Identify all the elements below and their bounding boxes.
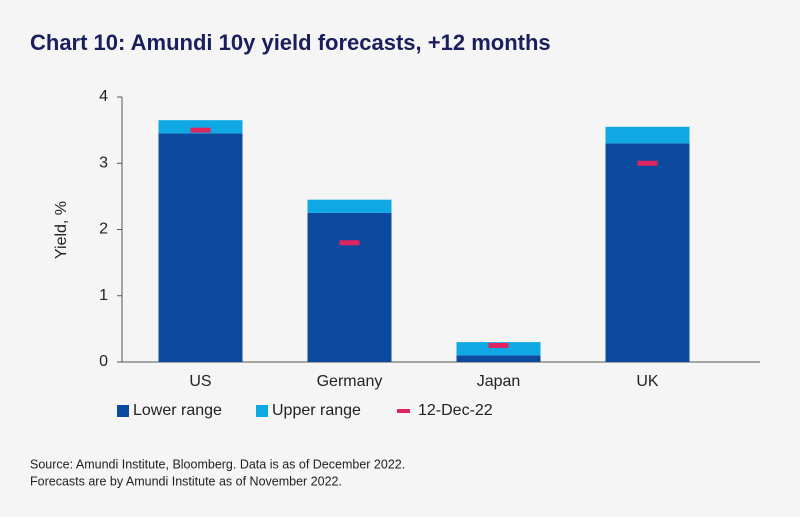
legend-label: Lower range xyxy=(133,402,222,419)
source-note: Source: Amundi Institute, Bloomberg. Dat… xyxy=(30,457,405,471)
bar-segment xyxy=(456,342,541,356)
legend-swatch xyxy=(256,405,268,417)
bar-segment xyxy=(307,199,392,213)
y-tick-label: 0 xyxy=(99,353,108,370)
y-tick-label: 4 xyxy=(99,88,108,105)
bar-segment xyxy=(307,212,392,362)
bar-segment xyxy=(605,126,690,144)
legend-swatch xyxy=(117,405,129,417)
marker xyxy=(339,240,360,246)
source-note: Forecasts are by Amundi Institute as of … xyxy=(30,474,342,488)
legend-label: Upper range xyxy=(272,402,361,419)
bar-segment xyxy=(158,120,243,134)
x-tick-label: UK xyxy=(636,373,659,390)
y-tick-label: 1 xyxy=(99,287,108,304)
bar-segment xyxy=(158,133,243,362)
marker xyxy=(488,342,509,348)
marker xyxy=(637,160,658,166)
legend-swatch xyxy=(397,409,410,413)
y-axis-label: Yield, % xyxy=(53,201,70,259)
bar-segment xyxy=(456,355,541,362)
y-tick-label: 2 xyxy=(99,221,108,238)
marker xyxy=(190,127,211,133)
legend-label: 12-Dec-22 xyxy=(418,402,493,419)
x-tick-label: Germany xyxy=(317,373,383,390)
x-tick-label: US xyxy=(189,373,211,390)
chart-title: Chart 10: Amundi 10y yield forecasts, +1… xyxy=(30,30,551,55)
x-tick-label: Japan xyxy=(477,373,521,390)
y-tick-label: 3 xyxy=(99,154,108,171)
bar-segment xyxy=(605,143,690,362)
